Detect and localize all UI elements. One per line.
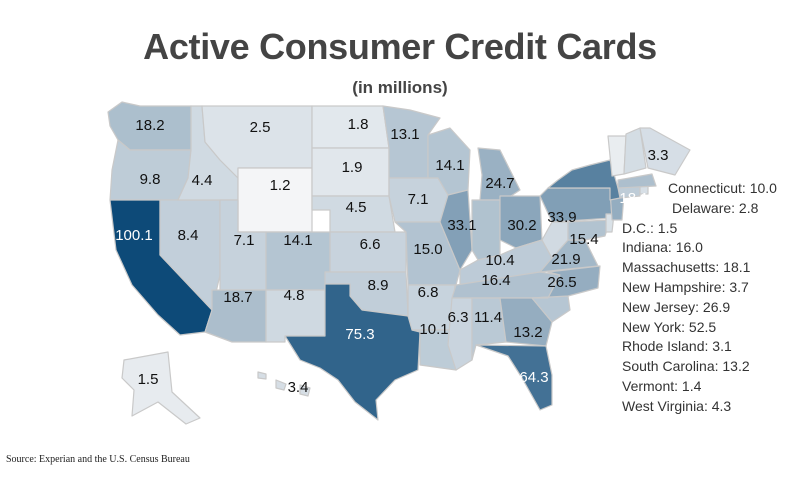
state-shapes — [107, 101, 691, 425]
value-label-nm: 4.8 — [284, 287, 305, 304]
state-nh — [623, 127, 647, 175]
callout-item: Rhode Island: 3.1 — [622, 338, 732, 355]
value-label-ms: 6.3 — [448, 309, 469, 326]
value-label-mo: 15.0 — [413, 241, 442, 258]
value-label-az: 18.7 — [223, 289, 252, 306]
value-label-il: 33.1 — [447, 217, 476, 234]
value-label-fl: 64.3 — [519, 369, 548, 386]
value-label-pa: 33.9 — [547, 209, 576, 226]
value-label-me: 3.3 — [648, 147, 669, 164]
value-label-ak: 1.5 — [138, 371, 159, 388]
value-label-hi: 3.4 — [288, 379, 309, 396]
state-md — [567, 219, 611, 241]
callout-item: Delaware: 2.8 — [672, 199, 759, 216]
callout-item: Connecticut: 10.0 — [668, 180, 777, 196]
value-label-or: 9.8 — [140, 171, 161, 188]
source-note: Source: Experian and the U.S. Census Bur… — [6, 454, 190, 465]
value-label-mn: 13.1 — [390, 126, 419, 143]
value-label-ut: 7.1 — [234, 232, 255, 249]
state-fl — [475, 344, 553, 411]
value-label-wy: 1.2 — [270, 177, 291, 194]
value-label-nv: 8.4 — [178, 227, 199, 244]
value-label-oh: 30.2 — [507, 217, 536, 234]
value-label-ne: 4.5 — [346, 199, 367, 216]
state-hi — [257, 371, 311, 397]
value-label-ga: 13.2 — [513, 324, 542, 341]
value-label-co: 14.1 — [283, 232, 312, 249]
state-ma — [617, 173, 657, 189]
state-me — [639, 127, 691, 176]
callout-item: New York: 52.5 — [622, 318, 717, 335]
value-label-mi: 24.7 — [485, 175, 514, 192]
value-label-al: 11.4 — [474, 309, 502, 326]
callout-item: Massachusetts: 18.1 — [622, 259, 751, 276]
state-ga — [499, 297, 553, 347]
callout-item: Vermont: 1.4 — [622, 378, 702, 394]
value-label-ny: 18.1 — [619, 190, 648, 207]
value-label-ok: 8.9 — [368, 277, 389, 294]
value-label-sd: 1.9 — [342, 159, 363, 176]
value-label-va: 21.9 — [551, 251, 580, 268]
value-label-nc: 26.5 — [547, 274, 576, 291]
state-nc — [531, 265, 601, 299]
state-tx — [284, 283, 421, 421]
state-ms — [447, 297, 473, 371]
callout-item: West Virginia: 4.3 — [622, 397, 732, 414]
callout-item: D.C.: 1.5 — [622, 219, 678, 236]
callout-item: New Hampshire: 3.7 — [622, 279, 749, 295]
map-value-labels: 18.2 9.8 100.1 8.4 4.4 2.5 1.2 7.1 18.7 14.1 4.8 1.… — [115, 116, 668, 396]
state-il — [439, 189, 473, 271]
value-label-la: 10.1 — [419, 321, 448, 338]
callout-item: New Jersey: 26.9 — [622, 298, 731, 315]
value-label-nd: 1.8 — [348, 116, 369, 133]
value-label-ca: 100.1 — [115, 227, 153, 244]
value-label-wa: 18.2 — [135, 117, 164, 134]
chart-title: Active Consumer Credit Cards — [143, 26, 657, 67]
value-label-tn: 16.4 — [481, 272, 510, 289]
value-label-tx: 75.3 — [345, 326, 374, 343]
callout-item: Indiana: 16.0 — [622, 239, 703, 256]
callout-item: South Carolina: 13.2 — [622, 358, 750, 375]
value-label-ky: 10.4 — [485, 252, 514, 269]
value-label-id: 4.4 — [192, 172, 213, 189]
value-label-ar: 6.8 — [418, 284, 439, 301]
value-label-md: 15.4 — [569, 231, 598, 248]
state-mi — [477, 147, 521, 201]
state-ak — [121, 351, 201, 425]
value-label-ia: 7.1 — [408, 191, 429, 208]
value-label-wi: 14.1 — [435, 157, 464, 174]
value-label-mt: 2.5 — [250, 119, 271, 136]
chart-subtitle: (in millions) — [352, 78, 448, 97]
value-label-ks: 6.6 — [360, 236, 381, 253]
